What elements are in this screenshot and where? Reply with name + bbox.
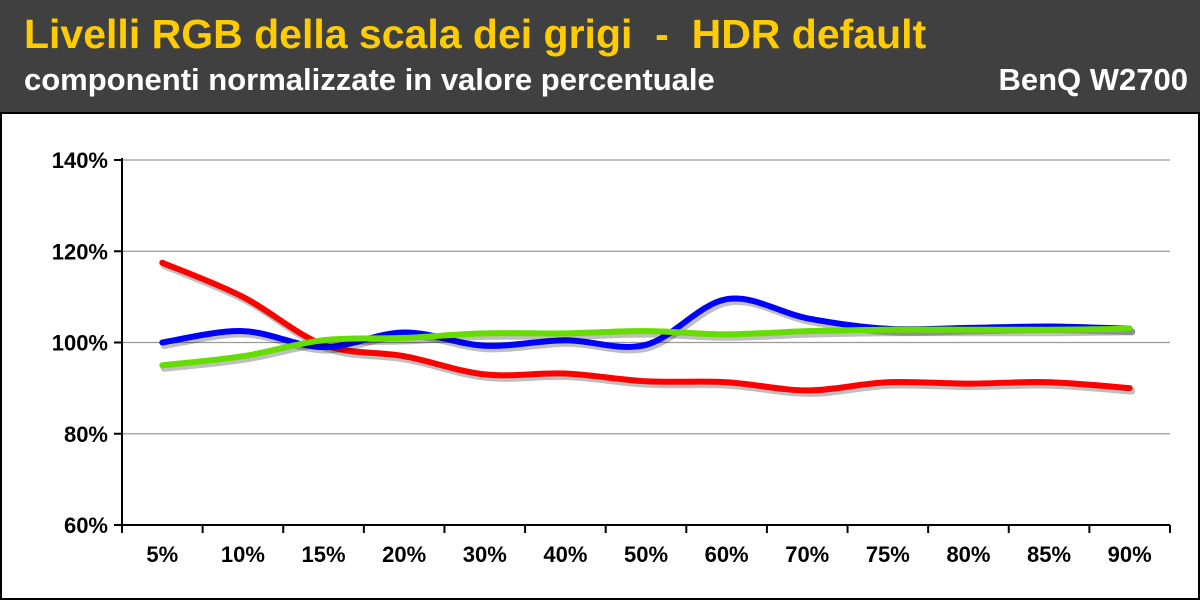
x-tick-label: 10% — [221, 542, 265, 567]
y-tick-label: 100% — [52, 331, 108, 356]
y-tick-label: 60% — [64, 513, 108, 538]
x-tick-label: 75% — [866, 542, 910, 567]
chart-frame: 60% 80% 100% 120% 140% 5% 10% 15% 20% 30% 40% 50% 60… — [0, 112, 1200, 600]
x-tick-label: 90% — [1108, 542, 1152, 567]
y-tick-label: 140% — [52, 148, 108, 173]
brand-label: BenQ W2700 — [998, 62, 1188, 98]
x-tick-label: 15% — [302, 542, 346, 567]
chart-header: Livelli RGB della scala dei grigi - HDR … — [0, 0, 1200, 112]
data-series — [162, 263, 1131, 394]
grid-lines — [122, 160, 1170, 434]
x-tick-label: 40% — [543, 542, 587, 567]
x-tick-label: 20% — [382, 542, 426, 567]
x-tick-label: 80% — [946, 542, 990, 567]
x-tick-label: 85% — [1027, 542, 1071, 567]
x-tick-label: 50% — [624, 542, 668, 567]
y-tick-label: 120% — [52, 239, 108, 264]
chart-title: Livelli RGB della scala dei grigi - HDR … — [24, 10, 926, 58]
y-tick-label: 80% — [64, 422, 108, 447]
x-tick-label: 5% — [146, 542, 178, 567]
x-tick-label: 70% — [785, 542, 829, 567]
line-chart: 60% 80% 100% 120% 140% 5% 10% 15% 20% 30% 40% 50% 60… — [2, 114, 1198, 598]
chart-subtitle: componenti normalizzate in valore percen… — [24, 62, 715, 98]
x-tick-label: 60% — [705, 542, 749, 567]
x-tick-label: 30% — [463, 542, 507, 567]
